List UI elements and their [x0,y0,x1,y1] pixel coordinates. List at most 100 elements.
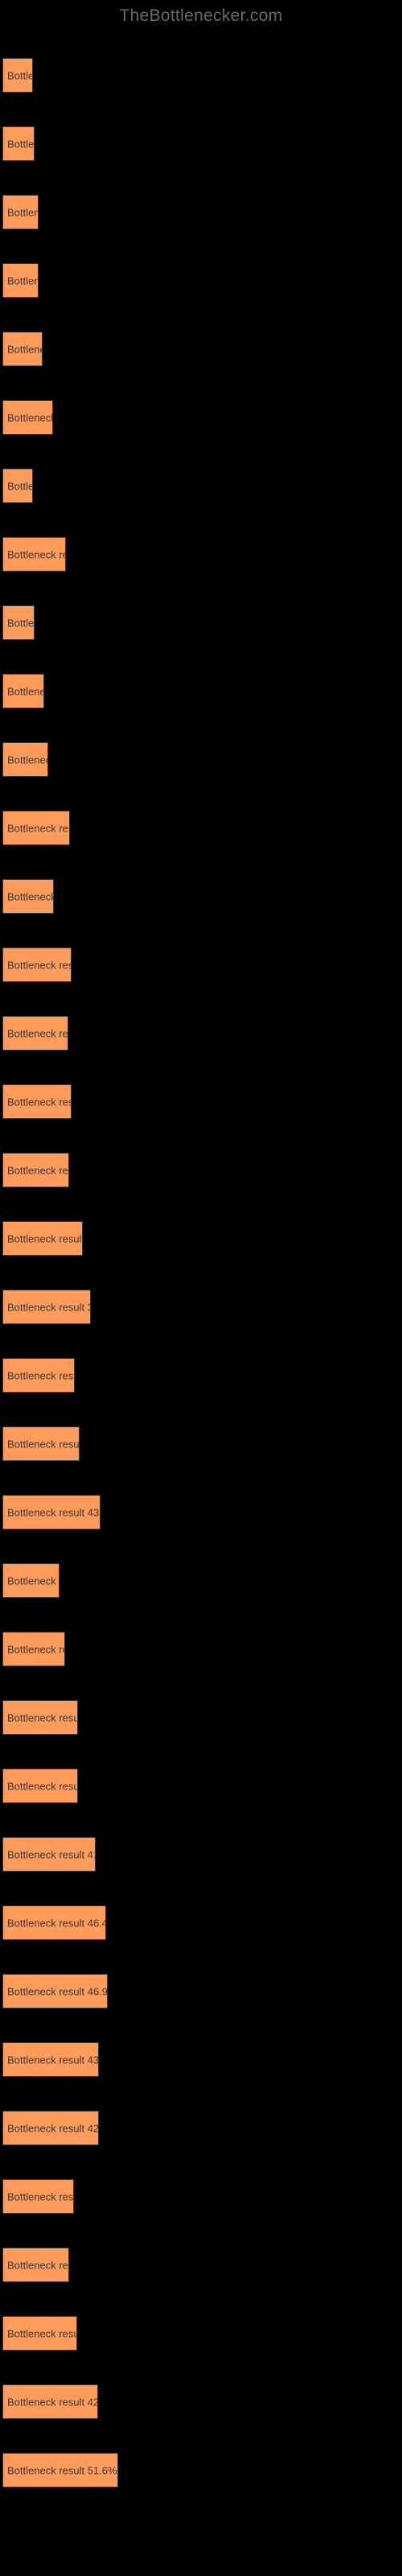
bottleneck-value-label: Bottleneck result 25.4% [7,1575,59,1587]
bottleneck-value-label: Bottleneck result 30.7% [7,1096,71,1108]
bottleneck-bar[interactable]: Bottleneck result 39.3% [2,1290,91,1324]
bottleneck-bar[interactable]: Bottleneck result 28.2% [2,537,66,572]
bottleneck-bar[interactable]: Bottleneck result 42.9% [2,2111,99,2145]
bottleneck-bar[interactable]: Bottleneck result 16.2% [2,195,39,229]
gpu-name-label: NVIDIA Quadro K620 in General Tasks [2,2092,169,2103]
gpu-name-label: AMD FirePro W7000 in General Tasks [2,587,166,598]
bottleneck-bar[interactable]: Bottleneck result 22.9% [2,879,54,914]
gpu-name-label: NVIDIA GeForce GTX 580 in General Tasks [2,39,190,51]
gpu-name-label: AMD Radeon R7 260 in General Tasks [2,2161,169,2172]
bottleneck-bar[interactable]: Bottleneck result 33.6% [2,1769,78,1803]
bottleneck-bar[interactable]: Bottleneck result 25.4% [2,1563,59,1598]
chart-row: AMD Radeon R7 260 in General Tasks Bottle… [2,2158,402,2227]
bottleneck-bar[interactable]: Bottleneck result 17.9% [2,332,43,366]
bottleneck-bar[interactable]: Bottleneck result 46.9% [2,1974,108,2008]
chart-row: AMD Radeon HD 5830 in General TasksBottl… [2,2432,402,2500]
gpu-name-label: NVIDIA GeForce GTX 470 in General Tasks [2,997,190,1009]
gpu-name-label: AMD FirePro 3D V8800 in General Tasks [2,1271,178,1282]
bottleneck-value-label: Bottleneck result 43.1% [7,2054,98,2066]
bottleneck-bar[interactable]: Bottleneck result 20.4% [2,742,48,777]
chart-row: NVIDIA Quadro K4100M in General Tasks Bot… [2,1748,402,1816]
bottleneck-bar[interactable]: Bottleneck result 16.3% [2,263,39,298]
gpu-name-label: AMD Radeon HD 5850 in General Tasks [2,1887,175,1898]
gpu-name-label: NVIDIA Quadro K1200 in General Tasks [2,929,174,940]
chart-row: AMD Radeon R7 260X in General Tasks Bottl… [2,1611,402,1679]
gpu-name-label: AMD Radeon HD 7850 in General Tasks [2,724,175,735]
chart-row: NVIDIA GeForce GTX 660 in General Tasks B… [2,311,402,379]
chart-row: AMD Radeon Pro WX 4100 in General Tasks B… [2,379,402,448]
bottleneck-bar[interactable]: Bottleneck result 42.6% [2,2384,98,2419]
gpu-name-label: NVIDIA Quadro K4100M in General Tasks [2,1750,182,1761]
gpu-name-label: NVIDIA GeForce GTX 750 Ti in General Tas… [2,655,200,667]
bottleneck-value-label: Bottleneck result 17.9% [7,343,42,355]
bottleneck-value-label: Bottleneck result 41.7% [7,1848,95,1860]
chart-row: NVIDIA GeForce GTX 470 in General Tasks B… [2,995,402,1063]
chart-row: NVIDIA Quadro K4000 in General Tasks Bott… [2,1406,402,1474]
bottleneck-bar[interactable]: Bottleneck result 30.1% [2,811,70,845]
gpu-name-label: AMD Radeon Pro WX 4100 in General Tasks [2,382,195,393]
bottleneck-bar[interactable]: Bottleneck result 30.7% [2,1084,72,1119]
chart-row: AMD FirePro W7000 in General Tasks Bottle… [2,584,402,653]
chart-row: AMD FirePro 3D V8800 in General Tasks Bot… [2,1269,402,1337]
bottleneck-value-label: Bottleneck result 30.1% [7,822,69,834]
bottleneck-bar[interactable]: Bottleneck result 33.4% [2,2316,77,2351]
gpu-name-label: NVIDIA GeForce GTX 660 in General Tasks [2,313,190,324]
bottleneck-bar[interactable]: Bottleneck result 43.6% [2,1495,100,1530]
bottleneck-bar[interactable]: Bottleneck result 29.4% [2,1016,68,1051]
site-title[interactable]: TheBottlenecker.com [120,6,283,25]
bottleneck-bar[interactable]: Bottleneck result 32.0% [2,2179,74,2214]
bottleneck-bar[interactable]: Bottleneck result 14.2% [2,605,35,640]
bottleneck-value-label: Bottleneck result 14.2% [7,617,34,629]
bottleneck-bar[interactable]: Bottleneck result 13.7% [2,469,33,503]
chart-row: AMD FirePro W4300 in General TasksBottle… [2,2295,402,2363]
bottleneck-bar[interactable]: Bottleneck result 46.4% [2,1905,106,1940]
gpu-name-label: NVIDIA GeForce GTX 750 in General Tasks [2,1545,190,1556]
bottleneck-bar[interactable]: Bottleneck result 18.8% [2,674,44,708]
chart-row: AMD Radeon RX 550X in General TasksBottl… [2,2021,402,2090]
bottleneck-bar[interactable]: Bottleneck result 33.8% [2,1700,78,1735]
chart-row: NVIDIA GeForce GTX 750 Ti in General Tas… [2,653,402,721]
chart-row: AMD FirePro W5100 in General TasksBottle… [2,1063,402,1132]
chart-row: AMD Radeon HD 7770 in General Tasks Bottl… [2,1474,402,1542]
gpu-name-label: NVIDIA GeForce GTX 480 in General Tasks [2,176,190,188]
bottleneck-value-label: Bottleneck result 34.5% [7,1438,79,1450]
gpu-name-label: NVIDIA GeForce GTX 560 in General Tasks [2,1682,190,1693]
gpu-name-label: AMD Radeon HD 7770 in General Tasks [2,1476,175,1488]
bottleneck-value-label: Bottleneck result 32.0% [7,2190,73,2202]
gpu-name-label: NVIDIA GeForce GTX 460 in General Tasks [2,1818,190,1830]
bottleneck-value-label: Bottleneck result 14.3% [7,138,34,150]
bottleneck-value-label: Bottleneck result 43.6% [7,1506,100,1518]
gpu-name-label: AMD Radeon R7 260X in General Tasks [2,1613,175,1624]
bottleneck-bar[interactable]: Bottleneck result 13.5% [2,58,33,93]
bottleneck-bar[interactable]: Bottleneck result 32.3% [2,1358,75,1393]
bottleneck-bar[interactable]: Bottleneck result 29.7% [2,1153,69,1187]
bottleneck-value-label: Bottleneck result 39.3% [7,1301,90,1313]
gpu-name-label: AMD Radeon RX 560X in General Tasks [2,518,176,530]
bottleneck-value-label: Bottleneck result 18.8% [7,685,43,697]
bottleneck-bar-chart: NVIDIA GeForce GTX 580 in General Tasks B… [0,37,402,2516]
bottleneck-value-label: Bottleneck result 33.8% [7,1711,77,1724]
bottleneck-value-label: Bottleneck result 16.3% [7,275,38,287]
bottleneck-value-label: Bottleneck result 42.6% [7,2396,97,2408]
bottleneck-bar[interactable]: Bottleneck result 14.3% [2,126,35,161]
gpu-name-label: NVIDIA Quadro K4000 in General Tasks [2,1408,174,1419]
bottleneck-bar[interactable]: Bottleneck result 34.5% [2,1426,80,1461]
chart-row: NVIDIA GeForce GTX 560 in General Tasks B… [2,1679,402,1748]
bottleneck-value-label: Bottleneck result 42.9% [7,2122,98,2134]
bottleneck-value-label: Bottleneck result 20.4% [7,753,47,766]
bottleneck-bar[interactable]: Bottleneck result 43.1% [2,2042,99,2077]
bottleneck-bar[interactable]: Bottleneck result 35.8% [2,1221,83,1256]
bottleneck-bar[interactable]: Bottleneck result 51.6% [2,2453,118,2487]
bottleneck-value-label: Bottleneck result 28.2% [7,548,65,560]
bottleneck-bar[interactable]: Bottleneck result 28.0% [2,1632,65,1666]
bottleneck-value-label: Bottleneck result 35.8% [7,1232,82,1245]
bottleneck-bar[interactable]: Bottleneck result 41.7% [2,1837,96,1872]
bottleneck-bar[interactable]: Bottleneck result 22.5% [2,400,53,435]
gpu-name-label: NVIDIA Quadro 5000 in General Tasks [2,1955,167,1967]
gpu-name-label: AMD FirePro M6100 FireGL V in General Ta… [2,1340,206,1351]
bottleneck-bar[interactable]: Bottleneck result 29.6% [2,2248,69,2282]
bottleneck-value-label: Bottleneck result 22.9% [7,890,53,902]
bottleneck-bar[interactable]: Bottleneck result 31.0% [2,947,72,982]
gpu-name-label: AMD Radeon R9 270 in General Tasks [2,245,169,256]
bottleneck-value-label: Bottleneck result 32.3% [7,1369,74,1381]
